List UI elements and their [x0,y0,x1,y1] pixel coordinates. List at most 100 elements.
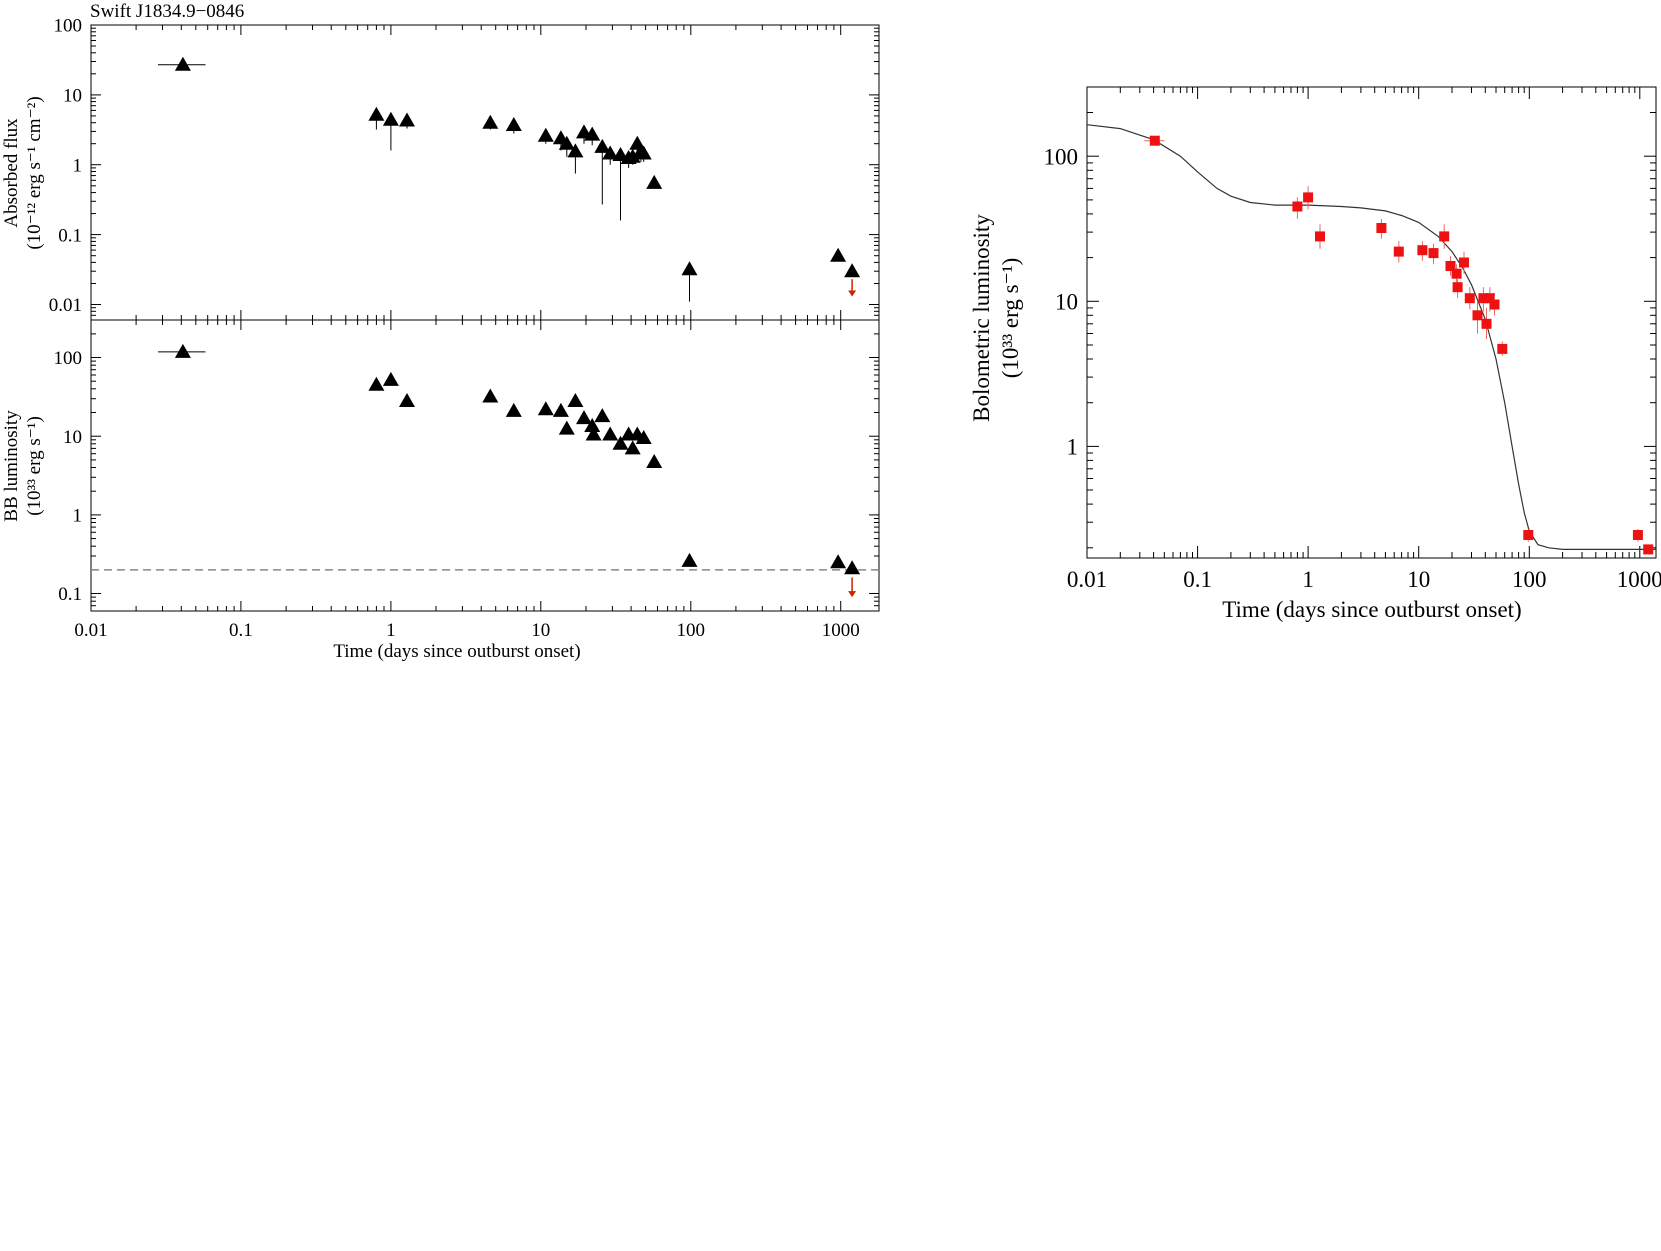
data-point-triangle [558,135,575,150]
data-point-triangle [594,138,611,153]
data-point-triangle [174,343,191,358]
data-point-triangle [646,174,663,189]
data-point-triangle [602,145,619,160]
upper-limit-arrow-head [848,591,857,598]
data-point-triangle [594,408,611,423]
data-point-square [1523,530,1534,540]
data-point-triangle [567,393,584,407]
left-xlabel: Time (days since outburst onset) [333,641,580,662]
data-point-triangle [505,402,522,417]
data-point-square [1497,343,1508,354]
y-tick-label: 1 [73,155,83,176]
data-point-triangle [537,401,554,416]
x-tick-label: 1000 [1617,567,1661,592]
data-point-triangle [612,435,629,450]
data-point-square [1292,201,1303,212]
data-point-triangle [482,114,499,129]
data-point-triangle [844,560,861,575]
data-point-triangle [635,430,652,444]
y-tick-label: 1 [73,506,83,527]
bolometric-luminosity-ylabel: Bolometric luminosity [969,214,994,422]
data-point-triangle [830,554,847,569]
data-point-triangle [558,420,575,435]
data-point-square [1417,245,1428,256]
bolometric-luminosity-frame [1086,86,1657,559]
x-tick-label: 1000 [822,620,860,641]
data-point-triangle [567,143,584,158]
y-tick-label: 0.1 [58,584,82,605]
data-point-square [1303,192,1314,203]
absorbed-flux-ylabel-units: (10⁻¹² erg s⁻¹ cm⁻²) [24,96,45,249]
absorbed-flux-frame [90,24,880,321]
absorbed-flux-ylabel: Absorbed flux [1,118,22,228]
bolometric-luminosity-panel: 1 10 100 0.01 0.1 1 10 100 1000 Bolometric lumin… [969,86,1661,622]
model-curve [1086,124,1656,550]
data-point-triangle [382,111,399,126]
data-point-square [1376,223,1387,233]
data-point-triangle [399,112,415,127]
data-point-square [1484,293,1495,304]
data-point-square [1393,246,1404,257]
data-point-triangle [602,426,619,441]
x-tick-label: 1 [386,620,396,641]
y-tick-label: 0.01 [49,295,82,316]
data-point-square [1439,231,1450,242]
data-point-triangle [584,418,601,432]
bb-luminosity-panel: 0.1 1 10 100 0.01 0.1 1 10 100 1000 BB luminosity… [1,319,880,662]
data-point-triangle [844,263,861,278]
data-point-triangle [368,106,385,121]
bolometric-luminosity-ylabel-units: (10³³ erg s⁻¹) [998,258,1023,379]
x-tick-label: 0.01 [74,620,107,641]
data-point-square [1452,282,1463,293]
x-tick-label: 0.01 [1067,567,1107,592]
data-point-square [1481,318,1492,329]
data-point-square [1632,530,1643,540]
bb-luminosity-ylabel: BB luminosity [1,410,22,522]
y-tick-label: 10 [63,86,82,107]
bb-luminosity-frame [90,319,880,612]
x-tick-label: 100 [677,620,706,641]
data-point-square [1428,248,1439,259]
bb-luminosity-ylabel-units: (10³³ erg s⁻¹) [24,416,45,516]
data-point-square [1478,293,1489,304]
y-tick-label: 0.1 [58,225,82,246]
data-point-triangle [681,552,698,567]
data-point-triangle [399,393,415,407]
data-point-triangle [830,247,847,262]
data-point-square [1489,299,1500,310]
data-point-triangle [624,440,641,455]
data-point-square [1149,135,1160,146]
y-tick-label: 1 [1067,434,1079,459]
data-point-square [1464,293,1475,304]
y-tick-label: 10 [63,427,82,448]
source-name-title: Swift J1834.9−0846 [90,1,244,22]
x-tick-label: 10 [1407,567,1430,592]
data-point-triangle [174,56,191,71]
data-point-triangle [576,410,592,425]
x-tick-label: 0.1 [1183,567,1212,592]
y-tick-label: 100 [54,16,83,37]
data-point-triangle [482,388,499,403]
data-point-square [1451,268,1462,279]
data-point-triangle [681,261,698,276]
absorbed-flux-panel: 0.01 0.1 1 10 100 Absorbed flux (10⁻¹² erg s… [1,16,880,321]
y-tick-label: 100 [54,348,83,369]
data-point-square [1643,544,1654,555]
data-point-square [1315,231,1325,242]
data-point-triangle [505,117,522,131]
data-point-triangle [382,371,399,386]
data-point-triangle [537,127,554,142]
right-xlabel: Time (days since outburst onset) [1222,597,1521,622]
x-tick-label: 10 [531,620,550,641]
x-tick-label: 100 [1512,567,1547,592]
data-point-triangle [635,145,652,160]
data-point-triangle [368,376,385,391]
y-tick-label: 10 [1055,289,1078,314]
data-point-square [1445,261,1456,271]
y-tick-label: 100 [1044,144,1079,169]
data-point-triangle [584,126,601,141]
data-point-triangle [646,454,663,468]
upper-limit-arrow-head [848,290,857,297]
